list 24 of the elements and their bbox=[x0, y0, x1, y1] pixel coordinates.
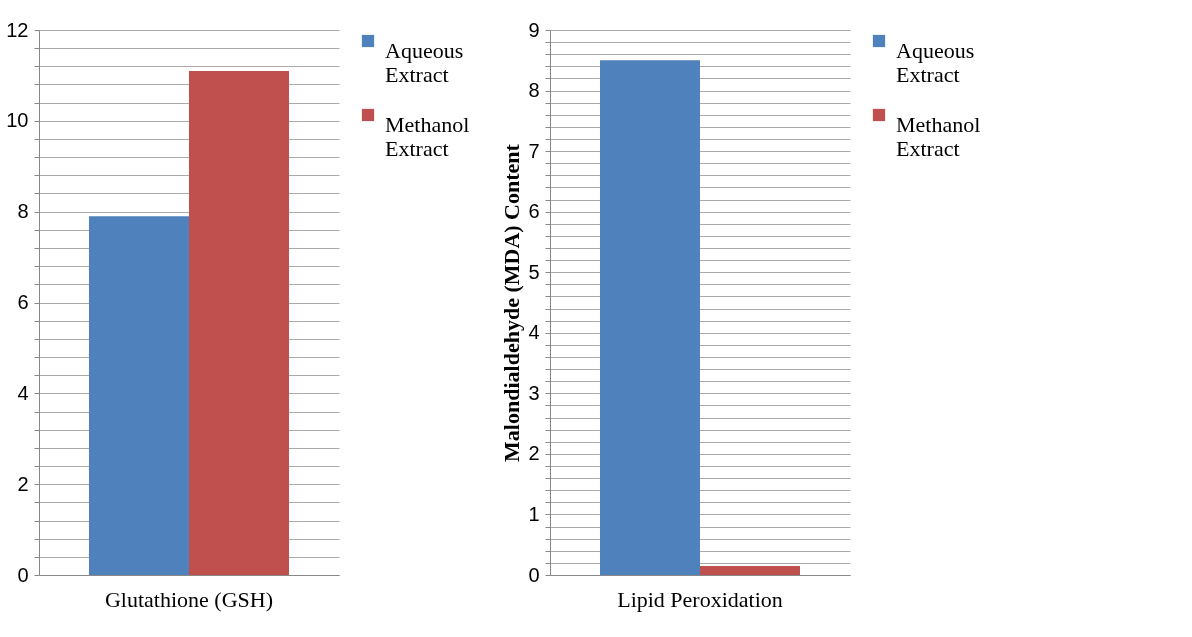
y-tick-label: 4 bbox=[528, 321, 540, 344]
y-tick-label: 6 bbox=[528, 200, 540, 223]
y-tick-label: 12 bbox=[6, 18, 29, 41]
y-tick-label: 9 bbox=[528, 18, 540, 41]
y-tick-label: 0 bbox=[528, 563, 540, 586]
x-tick-label: Glutathione (GSH) bbox=[104, 586, 274, 612]
y-tick-label: 4 bbox=[17, 381, 29, 404]
legend-label: Methanol Extract bbox=[385, 112, 470, 161]
y-tick-label: 1 bbox=[528, 502, 540, 525]
legend-label: Methanol Extract bbox=[896, 112, 981, 161]
y-tick-label: 2 bbox=[17, 472, 29, 495]
y-tick-label: 10 bbox=[6, 109, 29, 132]
y-tick-label: 3 bbox=[528, 381, 540, 404]
y-tick-label: 5 bbox=[528, 260, 540, 283]
y-tick-label: 7 bbox=[528, 139, 540, 162]
y-tick-label: 6 bbox=[17, 291, 29, 313]
y-axis-title: Malondialdehyde (MDA) Content bbox=[499, 143, 525, 462]
y-tick-label: 0 bbox=[17, 563, 29, 586]
x-tick-label: Lipid Peroxidation bbox=[617, 586, 783, 612]
legend-label: Aqueous Extract bbox=[385, 38, 464, 87]
y-tick-label: 8 bbox=[17, 200, 29, 223]
y-tick-label: 8 bbox=[528, 79, 540, 102]
legend-label: Aqueous Extract bbox=[896, 38, 975, 87]
y-tick-label: 2 bbox=[528, 442, 540, 465]
